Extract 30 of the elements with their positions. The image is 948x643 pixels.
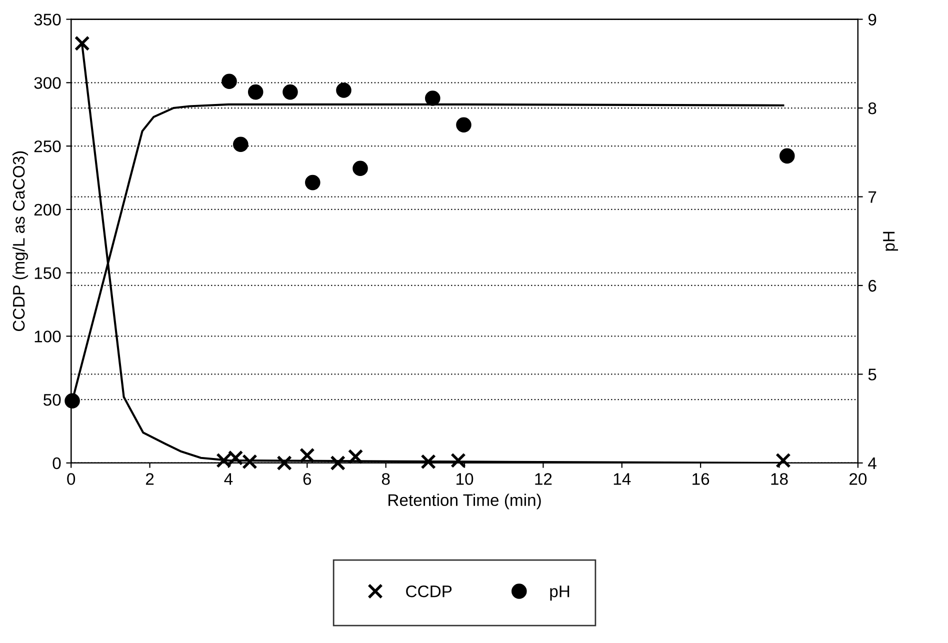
x-tick-label: 0 [67,473,76,485]
x-tick-label: 16 [692,473,710,485]
y-tick-label: 150 [34,267,61,280]
x-tick-label: 20 [850,473,867,485]
y-tick-label: 100 [34,330,61,342]
x-tick-label: 10 [456,473,474,485]
x-tick-label: 12 [535,473,552,485]
y2-tick-label: 8 [868,102,876,114]
y2-tick-label: 6 [868,280,876,292]
legend-label: CCDP [406,585,452,598]
x-tick-label: 14 [614,473,631,485]
x-tick-label: 18 [771,473,788,485]
y2-tick-label: 7 [868,191,876,203]
y2-tick-label: 4 [868,458,876,469]
x-tick-label: 2 [146,473,154,485]
y-tick-label: 200 [34,204,61,216]
y-tick-label: 0 [52,457,61,470]
y2-tick-label: 9 [868,14,876,26]
x-tick-label: 6 [303,473,312,485]
legend-label: pH [550,586,570,601]
y-tick-label: 300 [34,77,61,89]
y-tick-label: 250 [34,140,61,152]
y-tick-label: 350 [34,14,61,26]
x-tick-label: 4 [224,473,233,485]
x-axis-title: Retention Time (min) [388,494,541,510]
y2-axis-title: pH [883,232,898,251]
x-tick-label: 8 [382,473,390,485]
y-axis-title: CCDP (mg/L as CaCO3) [12,151,28,332]
y-tick-label: 50 [44,394,61,406]
y2-tick-label: 5 [868,368,876,380]
